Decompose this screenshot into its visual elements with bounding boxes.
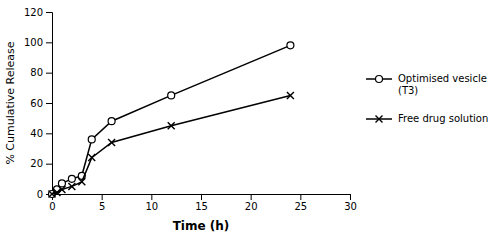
x-tick: 20 <box>245 194 258 212</box>
y-tick: 20 <box>30 158 52 169</box>
legend-label: Optimised vesicle(T3) <box>398 73 487 96</box>
data-point <box>58 180 65 187</box>
y-tick-label: 100 <box>24 37 43 48</box>
data-point <box>287 92 294 99</box>
data-point <box>168 122 175 129</box>
legend-swatch <box>366 76 392 83</box>
data-point <box>88 154 95 161</box>
y-tick-mark <box>46 133 52 134</box>
data-point <box>68 183 75 190</box>
x-tick: 10 <box>145 194 158 212</box>
y-tick: 40 <box>30 128 52 139</box>
data-point <box>49 191 56 198</box>
data-point <box>108 118 115 125</box>
y-axis-title: % Cumulative Release <box>4 41 17 164</box>
x-tick-mark <box>350 194 351 200</box>
x-tick: 15 <box>195 194 208 212</box>
legend-item: Optimised vesicle(T3) <box>366 73 487 96</box>
y-tick-label: 20 <box>30 158 43 169</box>
x-tick: 25 <box>294 194 307 212</box>
y-tick-label: 40 <box>30 128 43 139</box>
data-point <box>78 178 85 185</box>
x-tick-label: 5 <box>99 201 105 212</box>
legend-item: Free drug solution <box>366 113 488 124</box>
data-point <box>88 136 95 143</box>
series-line <box>52 95 290 194</box>
legend-swatch <box>366 116 392 123</box>
x-tick-mark <box>300 194 301 200</box>
y-tick: 80 <box>30 67 52 78</box>
x-tick-label: 30 <box>344 201 357 212</box>
y-tick: 100 <box>24 37 52 48</box>
y-tick-label: 60 <box>30 98 43 109</box>
x-tick-mark <box>251 194 252 200</box>
x-tick-label: 25 <box>294 201 307 212</box>
x-tick-mark <box>102 194 103 200</box>
x-tick-label: 20 <box>245 201 258 212</box>
y-axis-line <box>46 13 53 195</box>
data-point <box>168 92 175 99</box>
legend: Optimised vesicle(T3) Free drug solution <box>366 73 488 124</box>
series-line <box>52 45 290 194</box>
x-tick-mark <box>201 194 202 200</box>
y-tick-mark <box>46 42 52 43</box>
y-tick: 60 <box>30 98 52 109</box>
y-tick-mark <box>46 12 52 13</box>
y-tick: 120 <box>24 7 52 18</box>
x-axis-title: Time (h) <box>173 219 230 233</box>
x-axis: 0 5 10 15 20 25 30 <box>49 194 357 212</box>
legend-label: Free drug solution <box>398 113 488 124</box>
x-tick-label: 10 <box>145 201 158 212</box>
y-axis: 0 20 40 60 80 100 120 <box>24 7 53 200</box>
data-point <box>68 175 75 182</box>
x-tick: 5 <box>99 194 105 212</box>
chart: 0 5 10 15 20 25 30 0 20 40 60 80 100 120 Time (h) % Cum… <box>0 0 500 236</box>
x-tick-label: 0 <box>49 201 55 212</box>
x-tick-mark <box>151 194 152 200</box>
y-tick-label: 0 <box>37 189 43 200</box>
y-tick-label: 120 <box>24 7 43 18</box>
x-axis-line <box>53 195 351 201</box>
data-point <box>108 139 115 146</box>
y-tick-mark <box>46 103 52 104</box>
y-tick-mark <box>46 164 52 165</box>
x-tick: 30 <box>344 194 357 212</box>
data-point <box>287 42 294 49</box>
marks <box>49 42 294 198</box>
y-tick-label: 80 <box>30 67 43 78</box>
x-tick-label: 15 <box>195 201 208 212</box>
plot-area: 0 5 10 15 20 25 30 0 20 40 60 80 100 120 <box>24 7 357 212</box>
data-point <box>58 186 65 193</box>
y-tick-mark <box>46 73 52 74</box>
